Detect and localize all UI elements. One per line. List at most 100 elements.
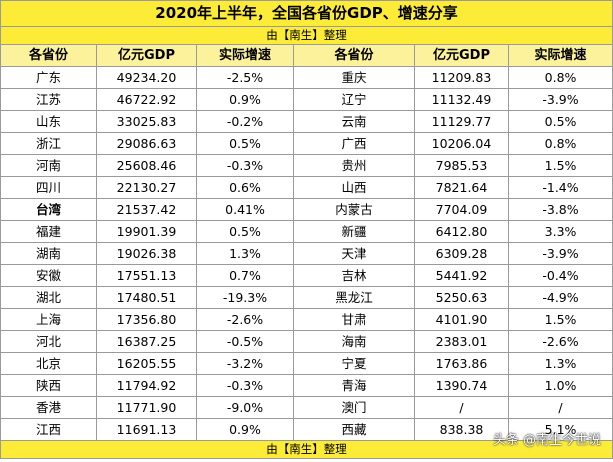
right-growth-cell: -3.9% bbox=[507, 242, 613, 265]
left-province-cell: 香港 bbox=[0, 396, 97, 419]
left-growth-cell: 0.5% bbox=[196, 132, 294, 155]
header-province-left: 各省份 bbox=[0, 44, 97, 67]
right-province-cell: 宁夏 bbox=[293, 352, 415, 375]
left-growth-cell: -0.3% bbox=[196, 154, 294, 177]
left-growth-cell: 0.9% bbox=[196, 418, 294, 441]
table-row: 陕西 11794.92 -0.3% 青海 1390.74 1.0% bbox=[0, 374, 613, 397]
right-growth-cell: 0.5% bbox=[507, 110, 613, 133]
right-province-cell: 重庆 bbox=[293, 66, 415, 89]
left-growth-cell: 0.9% bbox=[196, 88, 294, 111]
table-title: 2020年上半年，全国各省份GDP、增速分享 bbox=[0, 0, 613, 27]
table-row: 山东 33025.83 -0.2% 云南 11129.77 0.5% bbox=[0, 110, 613, 133]
table-row: 福建 19901.39 0.5% 新疆 6412.80 3.3% bbox=[0, 220, 613, 243]
table-row: 河北 16387.25 -0.5% 海南 2383.01 -2.6% bbox=[0, 330, 613, 353]
right-province-cell: 甘肃 bbox=[293, 308, 415, 331]
header-province-right: 各省份 bbox=[293, 44, 415, 67]
right-province-cell: 天津 bbox=[293, 242, 415, 265]
subtitle-row: 由【南生】整理 bbox=[0, 26, 613, 45]
right-province-cell: 黑龙江 bbox=[293, 286, 415, 309]
left-gdp-cell: 11794.92 bbox=[96, 374, 197, 397]
right-province-cell: 青海 bbox=[293, 374, 415, 397]
table-row: 台湾 21537.42 0.41% 内蒙古 7704.09 -3.8% bbox=[0, 198, 613, 221]
table-footer: 由【南生】整理 bbox=[0, 440, 613, 459]
left-province-cell: 山东 bbox=[0, 110, 97, 133]
table-subtitle: 由【南生】整理 bbox=[0, 26, 613, 45]
left-province-cell: 江西 bbox=[0, 418, 97, 441]
title-row: 2020年上半年，全国各省份GDP、增速分享 bbox=[0, 0, 613, 27]
header-growth-left: 实际增速 bbox=[196, 44, 294, 67]
table-row: 香港 11771.90 -9.0% 澳门 / / bbox=[0, 396, 613, 419]
right-gdp-cell: 2383.01 bbox=[414, 330, 509, 353]
table-row: 湖北 17480.51 -19.3% 黑龙江 5250.63 -4.9% bbox=[0, 286, 613, 309]
left-gdp-cell: 11691.13 bbox=[96, 418, 197, 441]
table-row: 江苏 46722.92 0.9% 辽宁 11132.49 -3.9% bbox=[0, 88, 613, 111]
right-growth-cell: 1.3% bbox=[507, 352, 613, 375]
left-growth-cell: -0.5% bbox=[196, 330, 294, 353]
table-row: 江西 11691.13 0.9% 西藏 838.38 5.1% bbox=[0, 418, 613, 441]
left-province-cell: 四川 bbox=[0, 176, 97, 199]
left-province-cell: 北京 bbox=[0, 352, 97, 375]
table-row: 河南 25608.46 -0.3% 贵州 7985.53 1.5% bbox=[0, 154, 613, 177]
right-province-cell: 新疆 bbox=[293, 220, 415, 243]
left-growth-cell: 0.5% bbox=[196, 220, 294, 243]
right-growth-cell: 1.5% bbox=[507, 154, 613, 177]
right-gdp-cell: 4101.90 bbox=[414, 308, 509, 331]
right-growth-cell: -4.9% bbox=[507, 286, 613, 309]
right-growth-cell: 0.8% bbox=[507, 132, 613, 155]
left-gdp-cell: 29086.63 bbox=[96, 132, 197, 155]
left-gdp-cell: 25608.46 bbox=[96, 154, 197, 177]
left-growth-cell: 1.3% bbox=[196, 242, 294, 265]
right-growth-cell: 1.0% bbox=[507, 374, 613, 397]
left-province-cell: 河北 bbox=[0, 330, 97, 353]
right-gdp-cell: 7704.09 bbox=[414, 198, 509, 221]
right-gdp-cell: 5250.63 bbox=[414, 286, 509, 309]
left-province-cell: 福建 bbox=[0, 220, 97, 243]
header-gdp-left: 亿元GDP bbox=[96, 44, 197, 67]
left-growth-cell: 0.7% bbox=[196, 264, 294, 287]
right-gdp-cell: 11132.49 bbox=[414, 88, 509, 111]
right-province-cell: 吉林 bbox=[293, 264, 415, 287]
left-growth-cell: -3.2% bbox=[196, 352, 294, 375]
left-growth-cell: -2.6% bbox=[196, 308, 294, 331]
left-growth-cell: -0.3% bbox=[196, 374, 294, 397]
right-growth-cell: / bbox=[507, 396, 613, 419]
right-province-cell: 内蒙古 bbox=[293, 198, 415, 221]
left-gdp-cell: 17480.51 bbox=[96, 286, 197, 309]
left-growth-cell: 0.6% bbox=[196, 176, 294, 199]
watermark: 头条 @南生今世说 bbox=[492, 433, 601, 448]
left-gdp-cell: 49234.20 bbox=[96, 66, 197, 89]
right-province-cell: 山西 bbox=[293, 176, 415, 199]
left-province-cell: 安徽 bbox=[0, 264, 97, 287]
right-province-cell: 西藏 bbox=[293, 418, 415, 441]
left-growth-cell: -0.2% bbox=[196, 110, 294, 133]
left-growth-cell: -9.0% bbox=[196, 396, 294, 419]
left-gdp-cell: 46722.92 bbox=[96, 88, 197, 111]
right-gdp-cell: 11129.77 bbox=[414, 110, 509, 133]
left-gdp-cell: 19901.39 bbox=[96, 220, 197, 243]
left-province-cell: 陕西 bbox=[0, 374, 97, 397]
table-row: 湖南 19026.38 1.3% 天津 6309.28 -3.9% bbox=[0, 242, 613, 265]
left-growth-cell: -2.5% bbox=[196, 66, 294, 89]
left-gdp-cell: 16205.55 bbox=[96, 352, 197, 375]
right-growth-cell: -0.4% bbox=[507, 264, 613, 287]
right-gdp-cell: 7821.64 bbox=[414, 176, 509, 199]
right-province-cell: 广西 bbox=[293, 132, 415, 155]
right-growth-cell: -3.8% bbox=[507, 198, 613, 221]
right-gdp-cell: / bbox=[414, 396, 509, 419]
right-growth-cell: -2.6% bbox=[507, 330, 613, 353]
right-gdp-cell: 1763.86 bbox=[414, 352, 509, 375]
left-province-cell: 湖南 bbox=[0, 242, 97, 265]
left-province-cell: 上海 bbox=[0, 308, 97, 331]
table-row: 浙江 29086.63 0.5% 广西 10206.04 0.8% bbox=[0, 132, 613, 155]
left-province-cell: 台湾 bbox=[0, 198, 97, 221]
left-province-cell: 浙江 bbox=[0, 132, 97, 155]
right-growth-cell: -1.4% bbox=[507, 176, 613, 199]
right-gdp-cell: 1390.74 bbox=[414, 374, 509, 397]
right-province-cell: 海南 bbox=[293, 330, 415, 353]
right-growth-cell: -3.9% bbox=[507, 88, 613, 111]
right-province-cell: 贵州 bbox=[293, 154, 415, 177]
left-gdp-cell: 21537.42 bbox=[96, 198, 197, 221]
left-province-cell: 广东 bbox=[0, 66, 97, 89]
left-gdp-cell: 22130.27 bbox=[96, 176, 197, 199]
right-growth-cell: 3.3% bbox=[507, 220, 613, 243]
